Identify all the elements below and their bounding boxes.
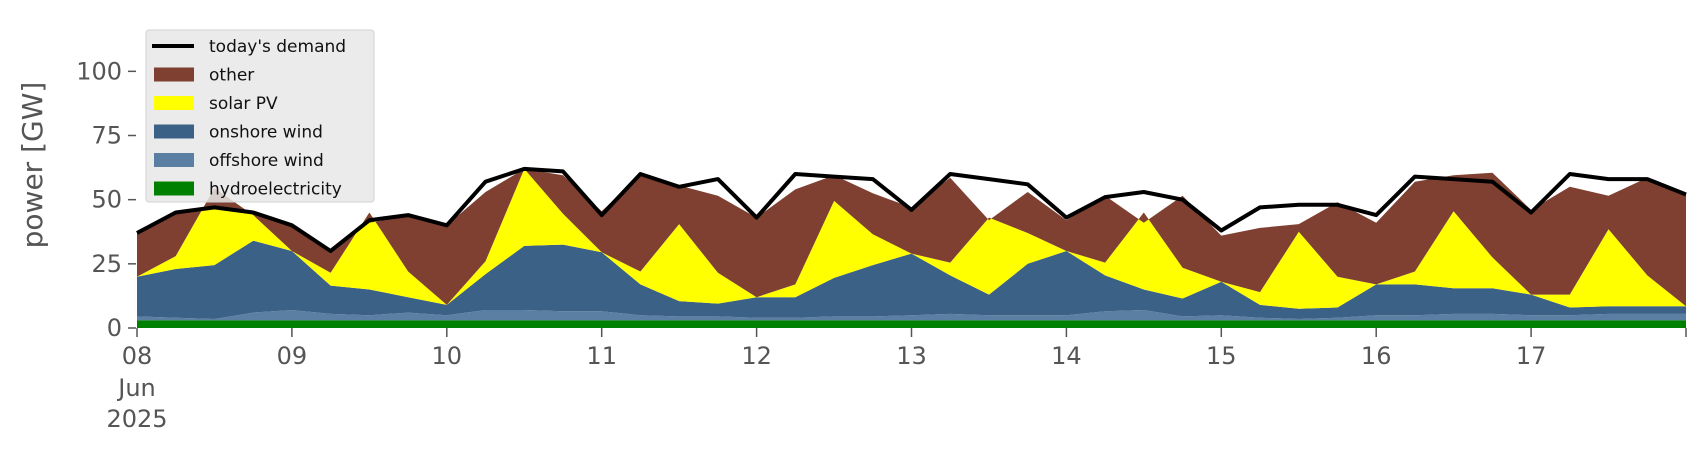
area-solar-pv: [137, 168, 1686, 309]
x-tick-label: 16: [1361, 342, 1392, 370]
x-tick-label: 13: [896, 342, 927, 370]
y-tick-label: 25: [91, 250, 122, 278]
area-other: [137, 168, 1686, 307]
legend: today's demand other solar PV onshore wind o…: [145, 29, 375, 203]
area-onshore-wind: [137, 240, 1686, 319]
legend-label-offshore-wind: offshore wind: [209, 151, 324, 171]
x-tick-sublabel: 2025: [106, 405, 167, 433]
x-tick-label: 11: [586, 342, 617, 370]
x-tick-label: 15: [1206, 342, 1237, 370]
x-axis: 08 Jun 2025 09 10 11 12 13 14 15 16 17: [106, 328, 1687, 433]
y-tick-label: 0: [107, 314, 122, 342]
legend-swatch-offshore-wind: [154, 153, 194, 167]
legend-label-solar-pv: solar PV: [209, 94, 278, 114]
legend-label-onshore-wind: onshore wind: [209, 123, 323, 143]
area-hydroelectricity: [137, 320, 1686, 328]
y-axis: 0 25 50 75 100: [76, 57, 136, 342]
y-tick-label: 50: [91, 186, 122, 214]
y-tick-label: 75: [91, 122, 122, 150]
series-line-todays-demand: [136, 166, 1687, 253]
x-tick-sublabel: Jun: [116, 374, 156, 402]
y-tick-label: 100: [76, 57, 122, 85]
x-tick-label: 17: [1516, 342, 1547, 370]
x-tick-label: 14: [1051, 342, 1082, 370]
stacked-areas: [137, 168, 1686, 328]
x-tick-label: 09: [277, 342, 308, 370]
x-tick-label: 12: [741, 342, 772, 370]
x-tick-label: 08: [122, 342, 153, 370]
y-axis-label: power [GW]: [16, 82, 49, 249]
legend-box: [145, 29, 375, 203]
legend-swatch-onshore-wind: [154, 124, 194, 139]
legend-swatch-hydroelectricity: [154, 181, 194, 196]
area-offshore-wind: [137, 310, 1686, 321]
legend-label-other: other: [209, 66, 254, 86]
legend-label-today-s-demand: today's demand: [209, 37, 346, 57]
legend-swatch-solar-pv: [154, 96, 194, 110]
x-tick-label: 10: [432, 342, 463, 370]
legend-label-hydroelectricity: hydroelectricity: [209, 180, 342, 200]
legend-swatch-other: [154, 67, 194, 82]
